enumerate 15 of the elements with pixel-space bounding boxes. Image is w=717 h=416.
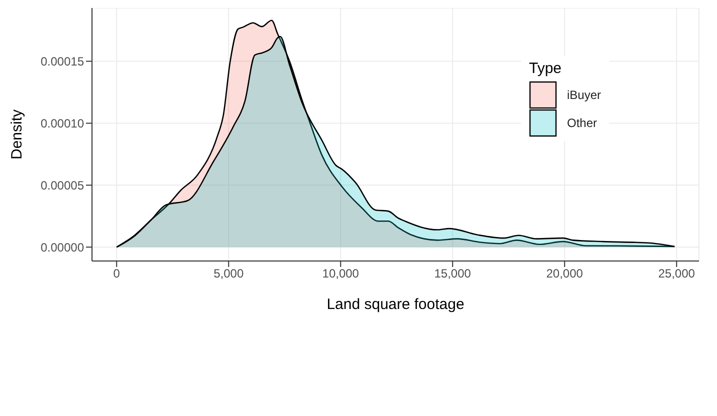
x-axis-title: Land square footage xyxy=(326,296,464,313)
x-tick-label: 15,000 xyxy=(434,266,472,281)
x-tick-label: 5,000 xyxy=(214,266,244,281)
y-axis-title: Density xyxy=(8,109,26,160)
x-tick-label: 10,000 xyxy=(322,266,360,281)
legend-title: Type xyxy=(528,60,563,77)
legend-label: Other xyxy=(566,116,597,130)
x-tick-label: 0 xyxy=(113,266,120,281)
y-tick-label: 0.00010 xyxy=(40,116,84,130)
x-tick-label: 20,000 xyxy=(546,266,584,281)
legend-label: iBuyer xyxy=(566,88,601,102)
x-tick-label: 25,000 xyxy=(658,266,696,281)
y-tick-label: 0.00000 xyxy=(40,240,84,254)
y-tick-label: 0.00005 xyxy=(40,178,84,192)
y-tick-label: 0.00015 xyxy=(40,54,84,69)
